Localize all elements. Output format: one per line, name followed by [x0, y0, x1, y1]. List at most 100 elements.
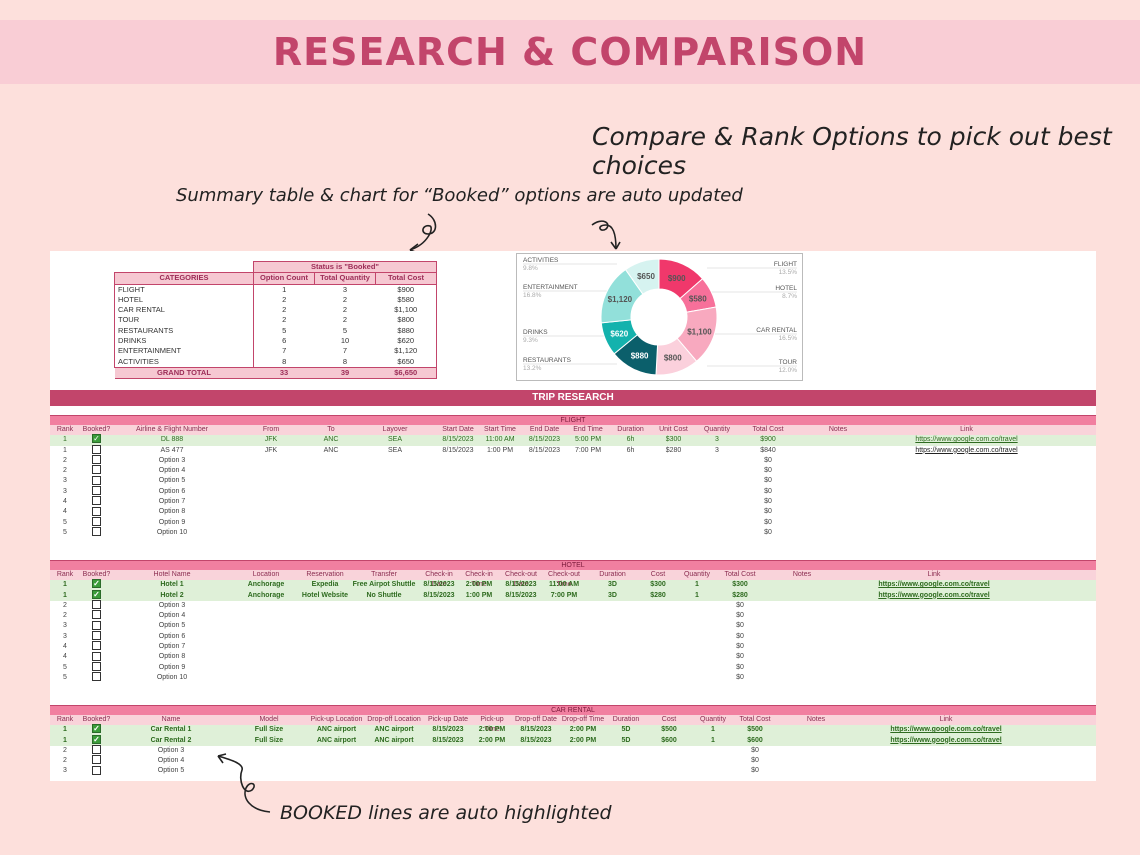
- table-cell: [512, 746, 560, 756]
- booked-checkbox[interactable]: [92, 516, 101, 526]
- booked-checkbox[interactable]: [92, 506, 101, 516]
- table-cell: 8/15/2023: [442, 436, 474, 444]
- column-header: Drop-off Time: [561, 716, 605, 723]
- table-cell: [364, 756, 424, 766]
- table-row: 5 Option 9 $0: [50, 516, 1096, 528]
- donut-value-label: $650: [637, 272, 655, 281]
- grand-total-count: 33: [253, 366, 315, 380]
- summary-cell: 3: [342, 284, 348, 294]
- table-cell: [543, 611, 585, 621]
- table-cell: $0: [764, 498, 772, 506]
- link-cell: [842, 673, 1026, 683]
- table-cell: $900: [760, 436, 776, 444]
- table-cell: [585, 642, 640, 652]
- link-cell: [878, 528, 1055, 538]
- booked-checkbox[interactable]: [92, 745, 101, 755]
- table-cell: [776, 766, 856, 776]
- link-cell: [856, 766, 1036, 776]
- booked-checkbox[interactable]: ✓: [92, 589, 101, 599]
- column-header: Pick-up Time: [480, 716, 504, 734]
- donut-value-label: $800: [664, 354, 682, 363]
- link-cell[interactable]: https://www.google.com.co/travel: [878, 591, 990, 599]
- column-header: Unit Cost: [659, 426, 688, 433]
- table-cell: [477, 476, 523, 486]
- donut-chart-svg: $900 $580 $1,100 $800 $880 $620 $1,120 $650 FLIG…: [523, 257, 798, 376]
- booked-checkbox[interactable]: [92, 475, 101, 485]
- booked-checkbox[interactable]: ✓: [92, 579, 101, 589]
- booked-checkbox[interactable]: [92, 641, 101, 651]
- booked-checkbox[interactable]: [92, 485, 101, 495]
- booked-checkbox[interactable]: [92, 600, 101, 610]
- table-cell: [499, 601, 543, 611]
- table-cell: 5: [63, 528, 67, 536]
- donut-percent-label: 13.2%: [523, 365, 542, 372]
- table-cell: [419, 673, 459, 683]
- page-banner: RESEARCH & COMPARISON: [0, 20, 1140, 84]
- link-cell[interactable]: https://www.google.com.co/travel: [915, 446, 1018, 454]
- table-row: 3 Option 6 $0: [50, 630, 1096, 642]
- table-cell: [301, 673, 349, 683]
- table-cell: No Shuttle: [366, 591, 402, 599]
- booked-checkbox[interactable]: [92, 651, 101, 661]
- donut-percent-label: 13.5%: [779, 269, 798, 276]
- table-cell: JFK: [264, 446, 278, 454]
- table-cell: Option 4: [158, 612, 186, 620]
- table-cell: [798, 456, 878, 466]
- table-cell: 8/15/2023: [505, 581, 537, 589]
- link-cell: [878, 507, 1055, 517]
- link-cell[interactable]: https://www.google.com.co/travel: [915, 436, 1018, 444]
- table-cell: [439, 507, 477, 517]
- table-cell: [301, 601, 349, 611]
- donut-percent-label: 12.0%: [779, 367, 798, 374]
- booked-cell: [80, 444, 113, 456]
- table-cell: 1: [711, 726, 715, 734]
- table-cell: [762, 642, 842, 652]
- booked-checkbox[interactable]: ✓: [92, 734, 101, 744]
- booked-checkbox[interactable]: [92, 620, 101, 630]
- table-row: 5 Option 10 $0: [50, 527, 1096, 538]
- column-header: Name: [161, 716, 181, 723]
- link-cell: [842, 621, 1026, 631]
- table-cell: [499, 632, 543, 642]
- table-cell: [349, 673, 419, 683]
- donut-category-label: HOTEL: [775, 285, 797, 292]
- booked-checkbox[interactable]: ✓: [92, 724, 101, 734]
- link-cell[interactable]: https://www.google.com.co/travel: [878, 581, 990, 589]
- booked-checkbox[interactable]: [92, 527, 101, 537]
- booked-checkbox[interactable]: ✓: [92, 434, 101, 444]
- link-cell[interactable]: https://www.google.com.co/travel: [890, 736, 1002, 744]
- donut-percent-label: 9.3%: [523, 337, 538, 344]
- booked-checkbox[interactable]: [92, 610, 101, 620]
- table-cell: [692, 746, 734, 756]
- table-cell: [762, 673, 842, 683]
- booked-checkbox[interactable]: [92, 455, 101, 465]
- donut-category-label: ACTIVITIES: [523, 257, 559, 264]
- table-cell: [477, 497, 523, 507]
- table-cell: [309, 766, 364, 776]
- table-cell: [676, 621, 718, 631]
- booked-cell: [80, 630, 113, 642]
- table-cell: $300: [665, 436, 682, 444]
- table-cell: [351, 456, 439, 466]
- column-header: Link: [939, 716, 953, 723]
- booked-checkbox[interactable]: [92, 661, 101, 671]
- table-cell: [566, 528, 610, 538]
- table-cell: [439, 497, 477, 507]
- table-cell: Option 7: [158, 498, 186, 506]
- column-header: Drop-off Location: [367, 716, 421, 723]
- status-filter-label: Status is "Booked": [253, 260, 437, 274]
- booked-checkbox[interactable]: [92, 630, 101, 640]
- summary-cell: $1,100: [375, 305, 437, 316]
- table-cell: $300: [650, 581, 666, 589]
- booked-checkbox[interactable]: [92, 672, 101, 682]
- table-cell: [523, 487, 566, 497]
- booked-checkbox[interactable]: [92, 765, 101, 775]
- booked-checkbox[interactable]: [92, 755, 101, 765]
- link-cell[interactable]: https://www.google.com.co/travel: [890, 726, 1002, 734]
- booked-checkbox[interactable]: [92, 444, 101, 454]
- table-cell: 4: [63, 653, 67, 661]
- table-cell: [301, 611, 349, 621]
- table-cell: [351, 497, 439, 507]
- booked-checkbox[interactable]: [92, 465, 101, 475]
- booked-checkbox[interactable]: [92, 496, 101, 506]
